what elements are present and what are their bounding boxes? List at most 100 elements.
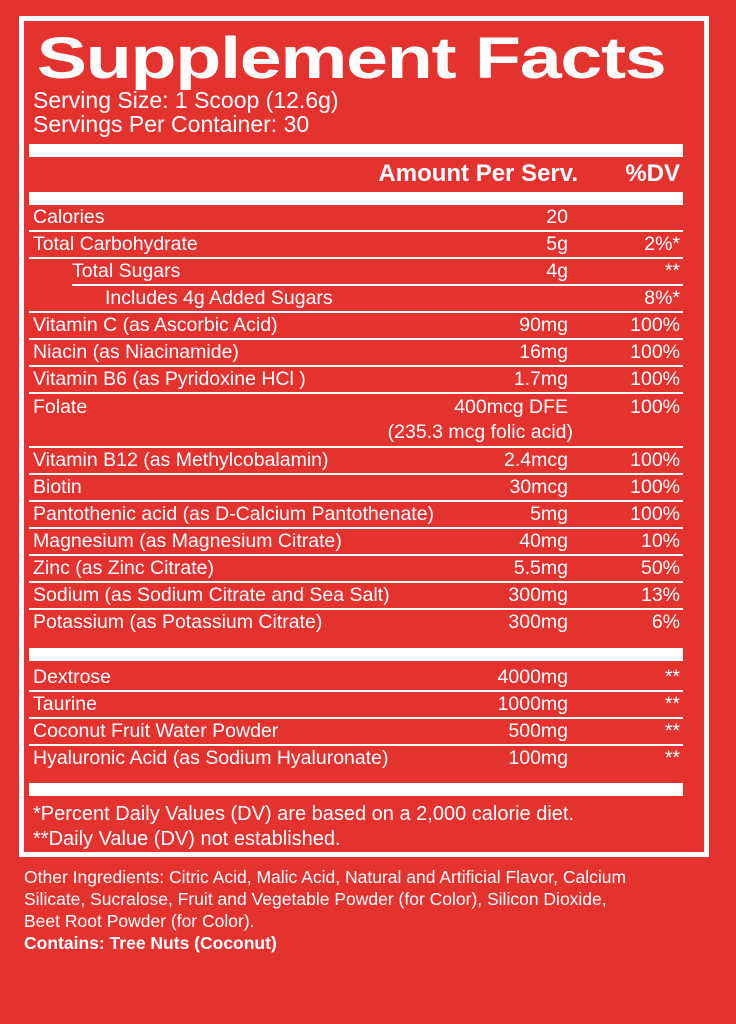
divider-bar [29, 783, 683, 796]
nutrient-name: Includes 4g Added Sugars [105, 287, 333, 309]
nutrient-amount: 300mg [508, 611, 568, 633]
nutrient-name: Folate [33, 396, 88, 418]
folate-note: (235.3 mcg folic acid) [387, 421, 573, 443]
nutrient-amount: 90mg [519, 314, 568, 336]
nutrient-dv: 6% [651, 611, 680, 633]
nutrient-name: Potassium (as Potassium Citrate) [33, 611, 323, 633]
divider-bar [29, 144, 683, 157]
footnotes: *Percent Daily Values (DV) are based on … [29, 802, 683, 852]
table-row: Vitamin B6 (as Pyridoxine HCl ) 1.7mg 10… [29, 367, 683, 394]
nutrient-dv: 2%* [644, 233, 680, 255]
nutrient-amount: 5mg [530, 503, 568, 525]
dv-column-header: %DV [625, 160, 680, 187]
servings-per-container: Servings Per Container: 30 [33, 111, 310, 137]
table-row: Niacin (as Niacinamide) 16mg 100% [29, 340, 683, 367]
facts-title: Supplement Facts [36, 26, 667, 91]
table-row: Magnesium (as Magnesium Citrate) 40mg 10… [29, 529, 683, 556]
table-row: Folate 400mcg DFE 100% (235.3 mcg folic … [29, 394, 683, 448]
table-row: Dextrose 4000mg ** [29, 665, 683, 692]
nutrient-name: Sodium (as Sodium Citrate and Sea Salt) [33, 584, 390, 606]
other-ingredients-line: Other Ingredients: Citric Acid, Malic Ac… [24, 867, 627, 887]
nutrient-amount: 500mg [508, 720, 568, 742]
divider-bar [29, 192, 683, 205]
nutrient-amount: 5.5mg [513, 557, 568, 579]
nutrient-name: Niacin (as Niacinamide) [33, 341, 239, 363]
table-row: Vitamin B12 (as Methylcobalamin) 2.4mcg … [29, 448, 683, 475]
nutrient-name: Total Carbohydrate [33, 233, 198, 255]
nutrient-dv: 100% [630, 449, 680, 471]
nutrient-dv: 100% [630, 476, 680, 498]
nutrient-name: Pantothenic acid (as D-Calcium Pantothen… [33, 503, 435, 525]
table-row: Potassium (as Potassium Citrate) 300mg 6… [29, 610, 683, 635]
nutrient-amount: 20 [546, 206, 568, 228]
amount-column-header: Amount Per Serv. [378, 160, 578, 187]
other-actives-table: Dextrose 4000mg ** Taurine 1000mg ** Coc… [29, 665, 683, 771]
nutrient-name: Total Sugars [72, 260, 181, 282]
nutrient-amount: 300mg [508, 584, 568, 606]
nutrient-amount: 4g [546, 260, 568, 282]
nutrient-amount: 40mg [519, 530, 568, 552]
nutrient-amount: 16mg [519, 341, 568, 363]
nutrient-dv: 13% [640, 584, 680, 606]
nutrient-name: Calories [33, 206, 105, 228]
nutrient-amount: 100mg [508, 747, 568, 769]
nutrient-dv: 50% [640, 557, 680, 579]
column-headers: Amount Per Serv. %DV [29, 161, 683, 187]
nutrient-name: Zinc (as Zinc Citrate) [33, 557, 214, 579]
other-ingredients-line: Beet Root Powder (for Color). [24, 911, 255, 931]
nutrient-amount: 400mcg DFE [454, 396, 568, 418]
nutrient-amount: 1000mg [497, 693, 568, 715]
nutrient-name: Vitamin B12 (as Methylcobalamin) [33, 449, 329, 471]
nutrient-dv: 100% [630, 341, 680, 363]
nutrient-name: Vitamin B6 (as Pyridoxine HCl ) [33, 368, 306, 390]
nutrient-amount: 30mcg [509, 476, 568, 498]
nutrient-name: Coconut Fruit Water Powder [33, 720, 279, 742]
other-ingredients: Other Ingredients: Citric Acid, Malic Ac… [24, 866, 730, 954]
table-row: Vitamin C (as Ascorbic Acid) 90mg 100% [29, 313, 683, 340]
divider-bar [29, 648, 683, 661]
other-ingredients-line: Silicate, Sucralose, Fruit and Vegetable… [24, 889, 607, 909]
nutrient-amount [438, 286, 568, 311]
nutrient-dv: ** [664, 693, 680, 715]
nutrient-amount: 1.7mg [513, 368, 568, 390]
table-row: Includes 4g Added Sugars 8%* [29, 286, 683, 313]
table-row: Pantothenic acid (as D-Calcium Pantothen… [29, 502, 683, 529]
nutrient-dv: 10% [640, 530, 680, 552]
table-row: Zinc (as Zinc Citrate) 5.5mg 50% [29, 556, 683, 583]
table-row: Taurine 1000mg ** [29, 692, 683, 719]
nutrient-name: Biotin [33, 476, 82, 498]
serving-info: Serving Size: 1 Scoop (12.6g) Servings P… [29, 88, 683, 136]
table-row: Calories 20 [29, 205, 683, 232]
table-row: Total Carbohydrate 5g 2%* [29, 232, 683, 259]
nutrient-name: Taurine [33, 693, 97, 715]
table-row: Sodium (as Sodium Citrate and Sea Salt) … [29, 583, 683, 610]
nutrient-name: Dextrose [33, 666, 112, 688]
nutrient-amount: 2.4mcg [504, 449, 568, 471]
contains-statement: Contains: Tree Nuts (Coconut) [24, 933, 277, 953]
nutrient-amount: 5g [546, 233, 568, 255]
table-row: Hyaluronic Acid (as Sodium Hyaluronate) … [29, 746, 683, 771]
table-row: Total Sugars 4g ** [29, 259, 683, 286]
nutrient-amount: 4000mg [497, 666, 568, 688]
nutrient-dv [568, 205, 683, 230]
nutrient-name: Magnesium (as Magnesium Citrate) [33, 530, 342, 552]
nutrient-dv: 100% [630, 396, 680, 418]
nutrient-dv: ** [664, 666, 680, 688]
table-row: Biotin 30mcg 100% [29, 475, 683, 502]
table-row: Coconut Fruit Water Powder 500mg ** [29, 719, 683, 746]
nutrient-dv: ** [664, 720, 680, 742]
nutrient-dv: 100% [630, 314, 680, 336]
footnote-daily-values: *Percent Daily Values (DV) are based on … [33, 803, 575, 825]
nutrient-table: Calories 20 Total Carbohydrate 5g 2%* To… [29, 205, 683, 635]
nutrient-dv: ** [664, 747, 680, 769]
nutrient-dv: 100% [630, 503, 680, 525]
nutrient-name: Vitamin C (as Ascorbic Acid) [33, 314, 278, 336]
nutrient-dv: 100% [630, 368, 680, 390]
nutrient-dv: 8%* [644, 287, 680, 309]
facts-box: Supplement Facts Serving Size: 1 Scoop (… [19, 16, 709, 857]
serving-size: Serving Size: 1 Scoop (12.6g) [33, 87, 339, 113]
nutrient-name: Hyaluronic Acid (as Sodium Hyaluronate) [33, 747, 389, 769]
nutrient-dv: ** [664, 260, 680, 282]
footnote-not-established: **Daily Value (DV) not established. [33, 828, 341, 850]
